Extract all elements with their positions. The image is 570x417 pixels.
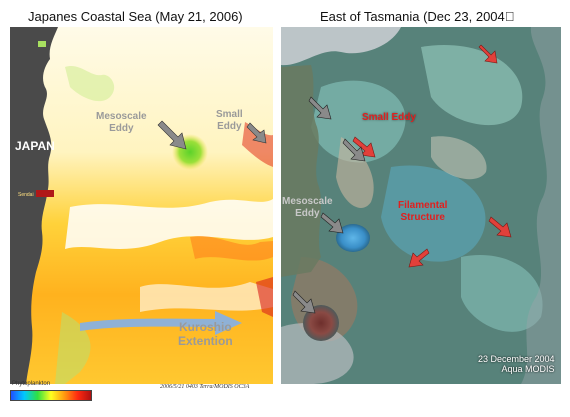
kuroshio-line2: Extention: [178, 334, 233, 349]
left-image-svg: [10, 27, 273, 384]
red-arrow-filament-left: [408, 248, 430, 268]
right-small-eddy-label: Small Eddy: [362, 112, 416, 123]
left-credit: 2006/5/21 0403 Terra/MODIS OC3A: [160, 384, 250, 390]
right-satellite-image: [281, 27, 561, 384]
gray-arrow-dark-eddy: [292, 290, 316, 314]
left-panel-title: Japanes Coastal Sea (May 21, 2006): [28, 9, 243, 24]
blue-mesoscale-eddy: [336, 224, 370, 252]
left-mesoscale-eddy-label: Mesoscale Eddy: [96, 111, 147, 134]
gray-arrow-mesoscale: [320, 212, 344, 234]
left-mesoscale-line2: Eddy: [109, 122, 134, 134]
left-small-eddy-label: Small Eddy: [216, 109, 243, 132]
gray-arrow-mid: [342, 138, 366, 162]
japan-label: JAPAN: [15, 139, 55, 153]
kuroshio-line1: Kuroshio: [179, 320, 232, 334]
sendai-label: Sendai: [18, 192, 34, 198]
red-arrow-small-eddy: [352, 136, 376, 158]
sendai-marker: [36, 190, 54, 197]
sensor-stamp: Aqua MODIS: [501, 363, 555, 374]
kuroshio-label: Kuroshio Extention: [178, 320, 233, 349]
right-mesoscale-line1: Mesoscale: [282, 196, 333, 207]
filamental-structure-label: Filamental Structure: [398, 200, 447, 224]
right-image-svg: [281, 27, 561, 384]
phytoplankton-scale-label: Phytoplankton: [12, 381, 51, 387]
right-image-stamp: 23 December 2004 Aqua MODIS: [478, 354, 555, 375]
left-mesoscale-line1: Mesoscale: [96, 111, 147, 122]
small-eddy-arrow: [246, 122, 267, 144]
right-panel-title: East of Tasmania (Dec 23, 2004 : [320, 9, 515, 24]
red-arrow-filament-right: [488, 216, 512, 238]
right-mesoscale-eddy-label: Mesoscale Eddy: [282, 196, 333, 219]
left-small-line2: Eddy: [217, 120, 242, 132]
kuroshio-current-arrow: [80, 311, 242, 335]
date-stamp: 23 December 2004: [478, 354, 555, 364]
gray-arrow-top-left: [308, 96, 332, 120]
left-satellite-image: [10, 27, 273, 384]
mesoscale-eddy-arrow: [157, 120, 187, 150]
filamental-line1: Filamental: [398, 200, 448, 211]
red-arrow-top-right: [478, 44, 498, 64]
dark-eddy: [303, 305, 339, 341]
left-small-line1: Small: [216, 109, 243, 120]
phytoplankton-color-scale: [10, 390, 92, 401]
right-mesoscale-line2: Eddy: [295, 207, 320, 219]
filamental-line2: Structure: [400, 212, 445, 223]
